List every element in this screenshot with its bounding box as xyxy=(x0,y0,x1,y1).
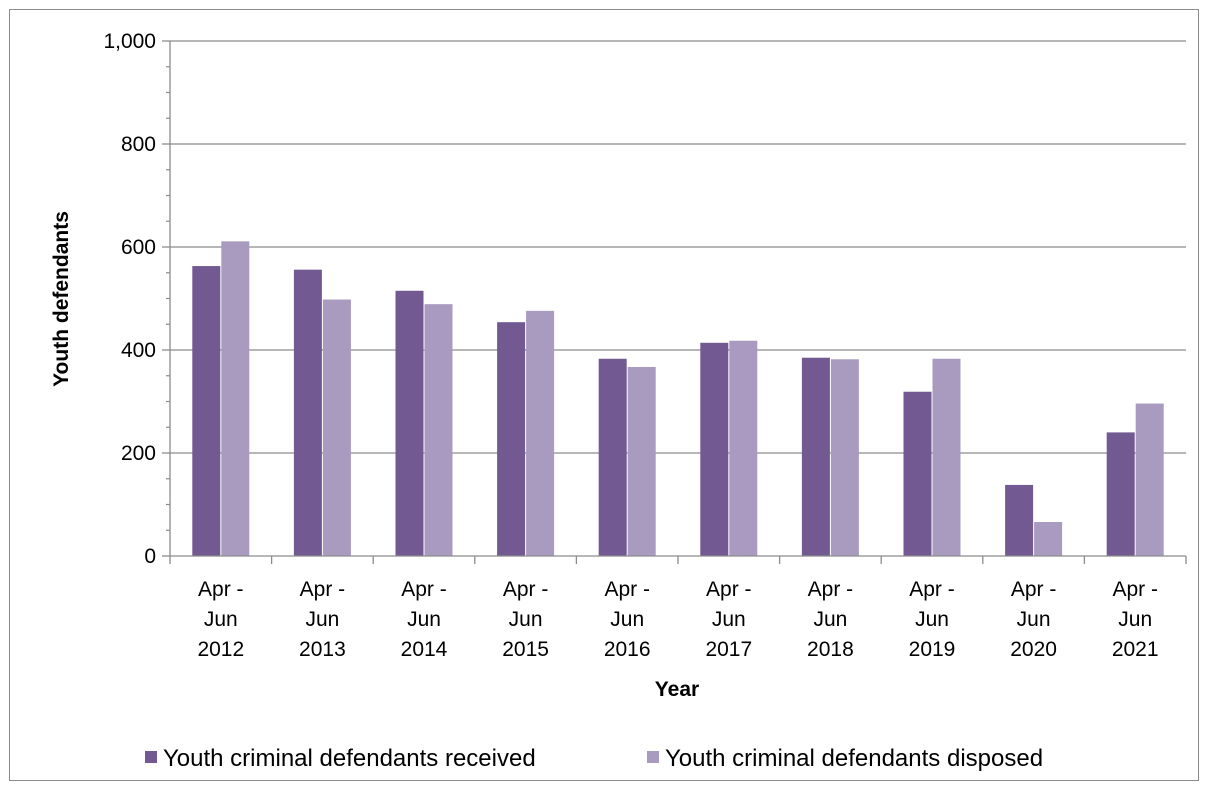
y-tick-label: 600 xyxy=(121,236,156,259)
y-tick-label: 1,000 xyxy=(103,30,156,53)
x-tick-label: Apr -Jun 2019 xyxy=(909,578,956,661)
bar-disposed xyxy=(322,299,351,556)
bar-received xyxy=(293,269,322,556)
bar-received xyxy=(801,357,830,556)
bar-received xyxy=(395,290,424,556)
legend-label-received: Youth criminal defendants received xyxy=(163,745,536,772)
x-axis-title: Year xyxy=(655,678,699,701)
x-tick-label: Apr -Jun 2021 xyxy=(1112,578,1159,661)
bar-received xyxy=(497,322,526,556)
bar-disposed xyxy=(627,366,656,556)
bar-received xyxy=(1005,484,1034,556)
bar-received xyxy=(192,266,221,556)
bar-disposed xyxy=(424,304,453,556)
x-axis-tick-labels: Apr -Jun 2012 Apr -Jun 2013 Apr -Jun 2014 Apr … xyxy=(197,578,1158,661)
axes xyxy=(169,41,1187,564)
bar-disposed xyxy=(932,358,961,556)
bar-disposed xyxy=(1034,522,1063,556)
x-tick-label: Apr -Jun 2015 xyxy=(502,578,549,661)
x-tick-label: Apr -Jun 2014 xyxy=(401,578,448,661)
y-tick-label: 400 xyxy=(121,339,156,362)
x-tick-label: Apr -Jun 2016 xyxy=(604,578,651,661)
bar-received xyxy=(903,391,932,556)
legend-swatch-received xyxy=(145,751,157,763)
legend: Youth criminal defendants received Youth… xyxy=(145,745,1043,772)
x-tick-label: Apr -Jun 2018 xyxy=(807,578,854,661)
bar-disposed xyxy=(1135,403,1164,556)
y-axis-title: Youth defendants xyxy=(50,211,73,387)
y-tick-label: 200 xyxy=(121,442,156,465)
bar-received xyxy=(700,342,729,556)
y-axis-ticks: 0 200 400 600 800 1,000 xyxy=(103,30,170,568)
y-tick-label: 0 xyxy=(144,545,156,568)
gridlines xyxy=(170,40,1186,454)
legend-label-disposed: Youth criminal defendants disposed xyxy=(665,745,1043,772)
x-tick-label: Apr -Jun 2012 xyxy=(197,578,244,661)
bar-disposed xyxy=(729,340,758,556)
bar-disposed xyxy=(526,310,555,556)
y-tick-label: 800 xyxy=(121,133,156,156)
bar-received xyxy=(598,358,627,556)
legend-swatch-disposed xyxy=(647,751,659,763)
x-tick-label: Apr -Jun 2017 xyxy=(705,578,752,661)
bar-disposed xyxy=(830,359,859,556)
x-tick-label: Apr -Jun 2020 xyxy=(1010,578,1057,661)
x-tick-label: Apr -Jun 2013 xyxy=(299,578,346,661)
bar-received xyxy=(1106,432,1135,556)
bar-disposed xyxy=(221,241,250,556)
bars xyxy=(192,241,1164,556)
